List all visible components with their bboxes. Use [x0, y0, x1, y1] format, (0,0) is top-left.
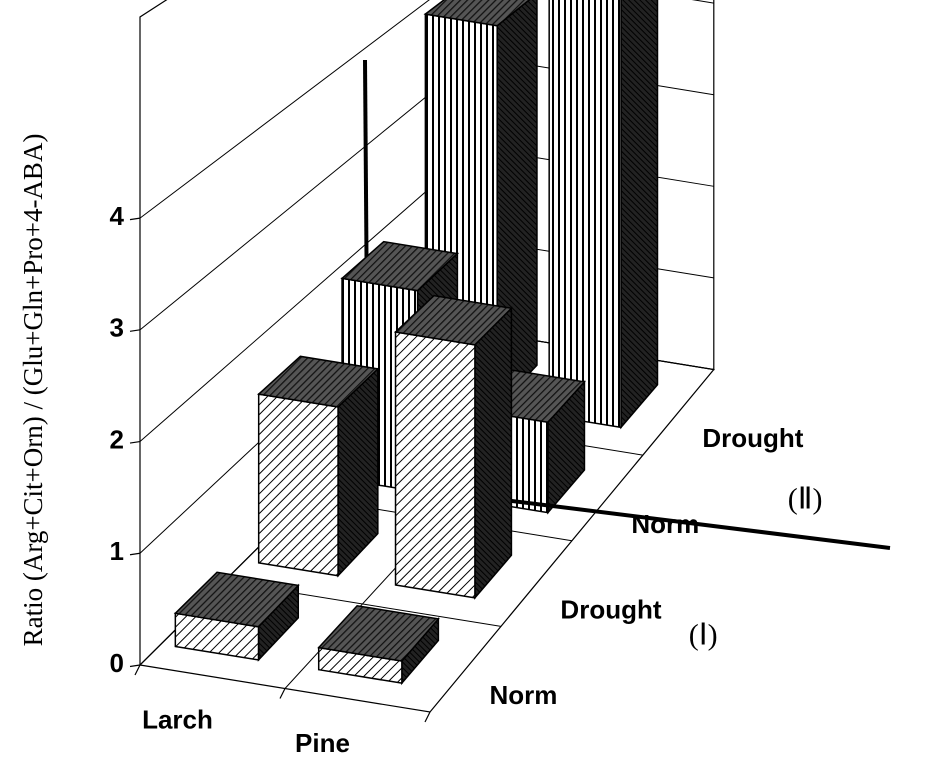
- group-label: (Ⅱ): [788, 482, 823, 515]
- bar-top: [393, 294, 513, 346]
- bar: [317, 604, 440, 686]
- bars: [173, 0, 891, 686]
- bar-side: [474, 306, 513, 600]
- y-tick-label: 3: [110, 313, 124, 343]
- y-tick: [129, 552, 141, 556]
- bar-top: [173, 571, 300, 628]
- grid-line: [139, 0, 714, 219]
- y-axis-label: Ratio (Arg+Cit+Orn) / (Glu+Gln+Pro+4-ABA…: [18, 134, 48, 647]
- bar: [257, 355, 380, 578]
- bar-top: [257, 355, 380, 408]
- y-tick: [129, 440, 141, 444]
- x-tick: [424, 711, 431, 723]
- y-tick-label: 0: [110, 648, 124, 678]
- y-tick-label: 1: [110, 536, 124, 566]
- x-tick-label: Larch: [142, 705, 213, 735]
- series-label: Norm: [631, 509, 699, 539]
- x-tick: [279, 688, 286, 699]
- divider: [439, 490, 891, 550]
- y-tick-label: 2: [110, 424, 124, 454]
- series-label: Drought: [560, 594, 661, 624]
- bar: [173, 571, 300, 662]
- labels: Larch Pine Norm Drought Norm Drought (Ⅰ) (Ⅱ): [142, 423, 822, 758]
- bar-top: [423, 0, 531, 27]
- series-label: Drought: [702, 423, 803, 453]
- bar-front: [257, 393, 339, 577]
- bar-front: [548, 0, 622, 429]
- series-label: Norm: [489, 680, 557, 710]
- bar-front: [394, 331, 476, 599]
- y-tick: [129, 329, 141, 332]
- bar: [548, 0, 659, 430]
- x-tick: [134, 664, 141, 676]
- bar-top: [340, 240, 460, 292]
- y-tick: [129, 217, 141, 221]
- x-tick-label: Pine: [295, 728, 350, 758]
- y-tick: [129, 664, 141, 668]
- bar-top: [317, 604, 440, 662]
- bar-side: [620, 0, 659, 430]
- y-tick-label: 4: [110, 201, 125, 231]
- group-label: (Ⅰ): [689, 619, 718, 652]
- bar: [393, 294, 513, 600]
